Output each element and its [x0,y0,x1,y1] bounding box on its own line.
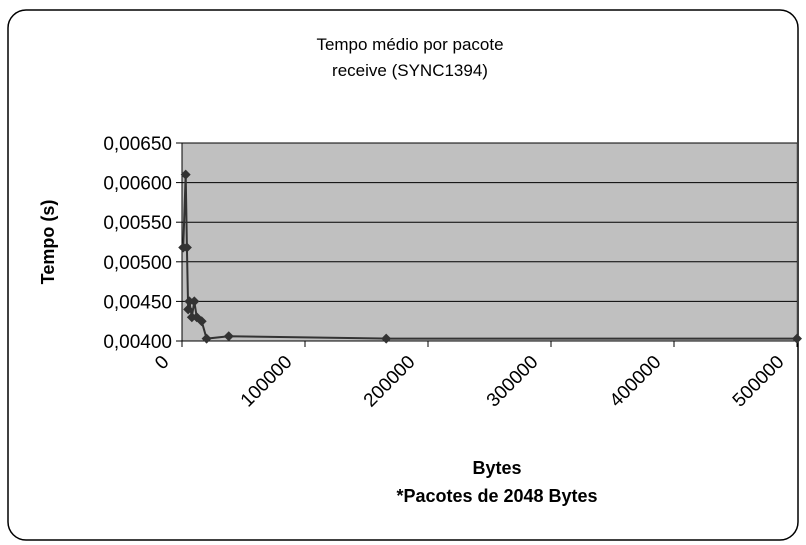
plot-area [181,142,798,342]
marker [183,304,194,315]
y-axis-label: Tempo (s) [38,200,58,285]
marker [189,296,200,307]
y-tick-label: 0,00650 [103,134,172,155]
y-tick-label: 0,00600 [103,174,172,195]
y-tick-label: 0,00500 [103,253,172,274]
chart-title: receive (SYNC1394) [332,61,488,80]
marker [381,333,392,344]
marker [180,169,191,180]
marker [181,242,192,253]
y-tick-label: 0,00400 [103,332,172,353]
x-axis-label: Bytes [472,458,521,478]
marker [201,333,212,344]
x-axis-label: *Pacotes de 2048 Bytes [396,486,597,506]
y-tick-label: 0,00550 [103,213,172,234]
marker [196,316,207,327]
marker [223,331,234,342]
y-tick-label: 0,00450 [103,292,172,313]
chart-title: Tempo médio por pacote [316,35,503,54]
marker [792,333,802,344]
